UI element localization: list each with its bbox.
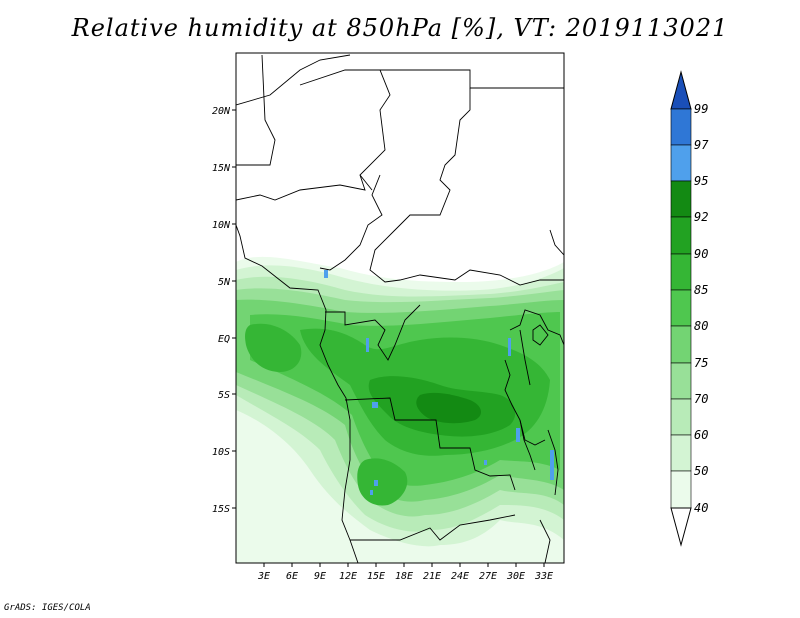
speck [372, 402, 378, 408]
colorbar-segment [670, 144, 692, 182]
lon-label: 12E [339, 571, 357, 582]
colorbar-labels: 99 97 95 92 90 85 80 75 70 60 50 40 [694, 102, 709, 515]
border [539, 519, 551, 563]
border [236, 54, 276, 166]
humidity-patch-south [357, 458, 408, 506]
lat-label: 5N [218, 277, 231, 288]
speck [508, 338, 511, 356]
lat-label: EQ [218, 334, 230, 345]
colorbar-segment [670, 253, 692, 291]
border [519, 329, 531, 386]
colorbar-label: 90 [694, 247, 708, 261]
humidity-field [236, 256, 564, 563]
map-title: Relative humidity at 850hPa [%], VT: 201… [71, 14, 729, 42]
lon-ticks [263, 563, 545, 567]
map-frame [235, 52, 565, 564]
lon-label: 15E [367, 571, 385, 582]
lat-labels: 20N 15N 10N 5N EQ 5S 10S 15S [212, 106, 231, 515]
colorbar-bottom-arrow [670, 507, 692, 547]
colorbar-label: 99 [694, 102, 708, 116]
lake-outline [547, 429, 559, 496]
lon-label: 18E [395, 571, 413, 582]
lon-label: 21E [423, 571, 441, 582]
colorbar-segment [670, 289, 692, 327]
speck [366, 338, 369, 352]
colorbar-label: 92 [694, 210, 708, 224]
colorbar-label: 40 [694, 501, 708, 515]
lat-label: 20N [212, 106, 231, 117]
saturation-specks [324, 270, 554, 495]
humidity-patch-92 [416, 392, 482, 424]
colorbar [670, 70, 692, 547]
lon-label: 3E [257, 571, 270, 582]
colorbar-top-arrow [670, 70, 692, 110]
lat-label: 15S [212, 504, 230, 515]
colorbar-label: 60 [694, 428, 708, 442]
border [359, 174, 373, 191]
speck [370, 490, 373, 495]
humidity-patch-west [245, 323, 302, 372]
lake-outline [519, 419, 536, 471]
colorbar-segment [670, 470, 692, 509]
colorbar-label: 70 [694, 392, 708, 406]
border [376, 69, 564, 89]
grads-credit: GrADS: IGES/COLA [4, 603, 91, 613]
speck [324, 270, 328, 278]
colorbar-segment [670, 398, 692, 436]
lon-label: 24E [451, 571, 469, 582]
lon-labels: 3E 6E 9E 12E 15E 18E 21E 24E 27E 30E 33E [257, 571, 553, 582]
border [369, 88, 564, 286]
lat-label: 15N [212, 163, 231, 174]
colorbar-segment [670, 216, 692, 255]
lon-label: 30E [506, 571, 525, 582]
border [549, 229, 564, 256]
border [350, 514, 516, 541]
lon-label: 33E [534, 571, 553, 582]
coastline [236, 224, 359, 563]
border [319, 174, 383, 271]
country-borders [236, 54, 564, 563]
colorbar-segment [670, 108, 692, 146]
lat-label: 5S [218, 390, 230, 401]
colorbar-label: 80 [694, 319, 708, 333]
border [325, 304, 421, 361]
colorbar-label: 95 [694, 174, 708, 188]
speck [484, 460, 487, 465]
colorbar-label: 50 [694, 464, 708, 478]
colorbar-segment [670, 434, 692, 472]
colorbar-label: 97 [694, 138, 709, 152]
border [236, 69, 391, 201]
colorbar-segment [670, 362, 692, 400]
border [509, 309, 564, 346]
lat-label: 10N [212, 220, 231, 231]
speck [550, 450, 554, 480]
lon-label: 9E [314, 571, 326, 582]
border [236, 54, 351, 106]
lat-ticks [232, 109, 236, 509]
colorbar-label: 75 [694, 356, 708, 370]
lon-label: 6E [286, 571, 298, 582]
lon-label: 27E [479, 571, 497, 582]
colorbar-label: 85 [694, 283, 708, 297]
colorbar-segment [670, 180, 692, 218]
speck [516, 428, 520, 442]
lat-label: 10S [212, 447, 230, 458]
border [344, 397, 516, 491]
border [504, 359, 546, 446]
lake-outline [532, 324, 549, 346]
colorbar-segment [670, 325, 692, 364]
speck [374, 480, 378, 486]
